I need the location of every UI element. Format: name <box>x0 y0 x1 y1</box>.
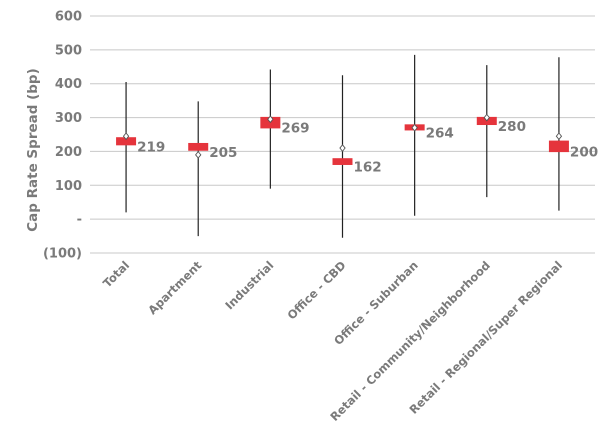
value-label-0: 219 <box>137 139 165 155</box>
value-label-6: 200 <box>570 144 598 160</box>
marker-5 <box>483 113 490 122</box>
x-tick-label-5: Retail - Community/Neighborhood <box>327 258 493 424</box>
value-label-4: 264 <box>426 125 454 141</box>
x-axis-ticks: Total Apartment Industrial Office - CBDOffi… <box>100 258 565 424</box>
range-lines <box>125 54 560 238</box>
marker-6 <box>555 132 563 141</box>
value-label-2: 269 <box>281 121 309 137</box>
y-tick-label-4: 200 <box>55 145 82 160</box>
x-tick-label-6: Retail - Regional/Super Regional <box>407 258 566 417</box>
y-axis-label: Cap Rate Spread (bp) <box>25 68 41 232</box>
marker-1 <box>195 150 202 159</box>
x-tick-label-0: Total <box>100 258 132 290</box>
y-axis-ticks: 600 500 400 300 200 100 - (100) <box>43 10 82 262</box>
value-labels: 219 205 269 162 264 280 200 <box>137 119 598 176</box>
value-label-1: 205 <box>209 145 237 161</box>
y-tick-label-7: (100) <box>43 247 82 262</box>
x-tick-label-1: Apartment <box>145 258 204 317</box>
bar-3 <box>332 158 353 165</box>
marker-2 <box>267 115 274 124</box>
x-tick-label-2: Industrial <box>222 258 276 312</box>
value-label-5: 280 <box>498 119 526 135</box>
y-tick-label-5: 100 <box>55 179 82 194</box>
y-tick-label-3: 300 <box>55 111 82 126</box>
markers <box>122 113 563 159</box>
bar-1 <box>188 142 209 151</box>
value-label-3: 162 <box>354 160 382 176</box>
y-tick-label-2: 400 <box>55 77 82 92</box>
y-tick-label-1: 500 <box>55 43 82 58</box>
marker-0 <box>122 132 130 141</box>
bar-6 <box>548 140 569 153</box>
y-tick-label-6: - <box>77 213 82 228</box>
marker-3 <box>339 144 346 152</box>
bar-0 <box>116 137 137 146</box>
marker-4 <box>411 123 418 132</box>
y-tick-label-0: 600 <box>55 10 82 25</box>
x-tick-label-3: Office - CBD <box>284 258 348 322</box>
